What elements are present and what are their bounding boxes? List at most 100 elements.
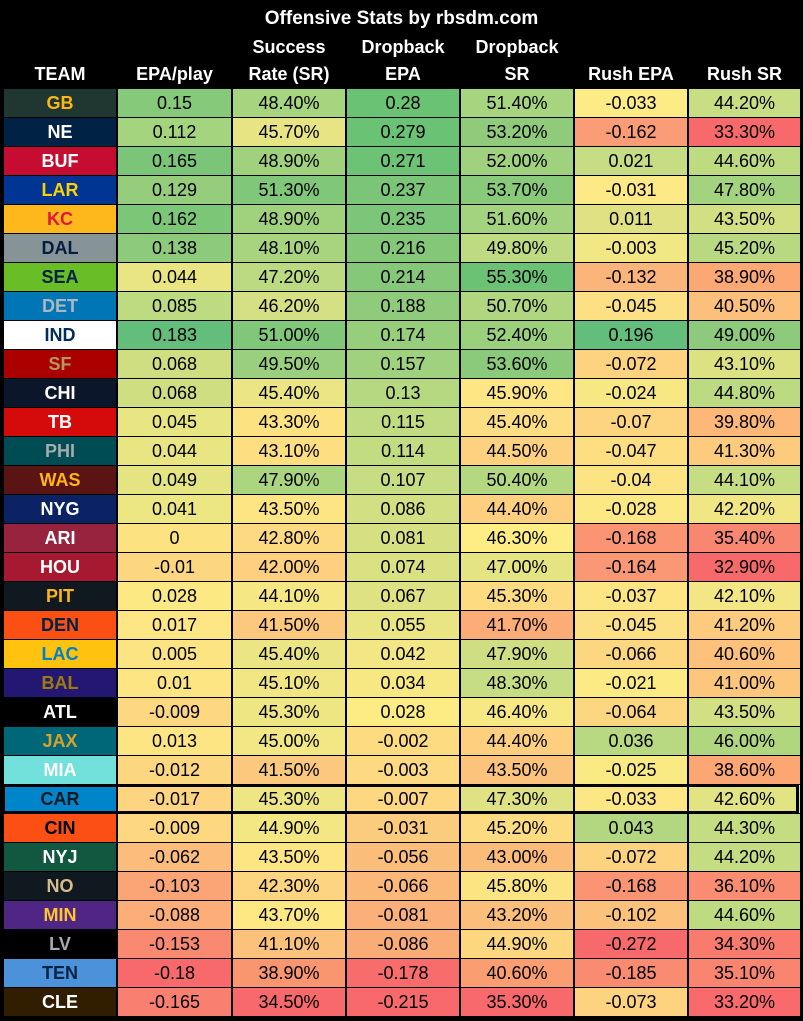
stat-cell: 39.80%	[689, 408, 800, 436]
team-cell: PHI	[4, 437, 116, 465]
stat-cell: 44.50%	[461, 437, 573, 465]
stat-cell: -0.164	[575, 553, 687, 581]
column-header-line2: TEAM	[34, 64, 86, 84]
stat-cell: 44.90%	[461, 930, 573, 958]
stat-cell: -0.086	[347, 930, 459, 958]
stat-cell: 48.90%	[233, 205, 345, 233]
stat-cell: -0.031	[347, 814, 459, 842]
stat-cell: -0.102	[575, 901, 687, 929]
team-cell: CIN	[4, 814, 116, 842]
stat-cell: 0.005	[118, 640, 231, 668]
team-cell: ATL	[4, 698, 116, 726]
column-header: EPA/play	[118, 34, 231, 88]
team-cell: NE	[4, 118, 116, 146]
stat-cell: 0.157	[347, 350, 459, 378]
stat-cell: 0.081	[347, 524, 459, 552]
column-header-line1	[4, 34, 116, 61]
table-row: DEN 0.017 41.50% 0.055 41.70% -0.045 41.20%	[0, 611, 800, 640]
stat-cell: -0.165	[118, 988, 231, 1016]
stat-cell: -0.272	[575, 930, 687, 958]
stat-cell: 0.129	[118, 176, 231, 204]
table-row: WAS 0.049 47.90% 0.107 50.40% -0.04 44.10%	[0, 466, 800, 495]
stat-cell: 42.30%	[233, 872, 345, 900]
stat-cell: 38.60%	[689, 756, 800, 784]
stat-cell: -0.021	[575, 669, 687, 697]
column-header-line1	[575, 34, 687, 61]
stat-cell: 48.90%	[233, 147, 345, 175]
stat-cell: 45.10%	[233, 669, 345, 697]
stat-cell: -0.056	[347, 843, 459, 871]
stat-cell: 55.30%	[461, 263, 573, 291]
stat-cell: 40.60%	[689, 640, 800, 668]
stat-cell: 0.036	[575, 727, 687, 755]
stat-cell: 0.043	[575, 814, 687, 842]
table-row: KC 0.162 48.90% 0.235 51.60% 0.011 43.50%	[0, 205, 800, 234]
team-cell: NO	[4, 872, 116, 900]
team-cell: SF	[4, 350, 116, 378]
stat-cell: 45.30%	[233, 785, 345, 813]
stat-cell: -0.088	[118, 901, 231, 929]
team-cell: KC	[4, 205, 116, 233]
table-row: CIN -0.009 44.90% -0.031 45.20% 0.043 44.30%	[0, 814, 800, 843]
stat-cell: 0.28	[347, 89, 459, 117]
column-header-line2: Rush SR	[706, 64, 782, 84]
stat-cell: 0.114	[347, 437, 459, 465]
stat-cell: 0.165	[118, 147, 231, 175]
stat-cell: 43.10%	[233, 437, 345, 465]
stat-cell: -0.18	[118, 959, 231, 987]
stat-cell: 47.20%	[233, 263, 345, 291]
stat-cell: 0.074	[347, 553, 459, 581]
team-cell: LAC	[4, 640, 116, 668]
stat-cell: 41.50%	[233, 611, 345, 639]
stat-cell: -0.033	[575, 89, 687, 117]
stat-cell: -0.178	[347, 959, 459, 987]
stat-cell: 51.30%	[233, 176, 345, 204]
team-cell: CHI	[4, 379, 116, 407]
stat-cell: 46.20%	[233, 292, 345, 320]
stat-cell: 44.10%	[233, 582, 345, 610]
stat-cell: 45.80%	[461, 872, 573, 900]
team-cell: NYG	[4, 495, 116, 523]
stat-cell: 45.20%	[461, 814, 573, 842]
stat-cell: 0.044	[118, 437, 231, 465]
stat-cell: 0.216	[347, 234, 459, 262]
column-header-line2: Rate (SR)	[248, 64, 330, 84]
stat-cell: 0.279	[347, 118, 459, 146]
stat-cell: -0.009	[118, 698, 231, 726]
stat-cell: 45.70%	[233, 118, 345, 146]
team-cell: CAR	[4, 785, 116, 813]
stat-cell: 44.10%	[689, 466, 800, 494]
column-header: Dropback EPA	[347, 34, 459, 88]
stat-cell: 53.70%	[461, 176, 573, 204]
stat-cell: 0.107	[347, 466, 459, 494]
stat-cell: 0.188	[347, 292, 459, 320]
team-cell: MIN	[4, 901, 116, 929]
stat-cell: -0.003	[347, 756, 459, 784]
stat-cell: -0.031	[575, 176, 687, 204]
team-cell: ARI	[4, 524, 116, 552]
table-row: DET 0.085 46.20% 0.188 50.70% -0.045 40.50%	[0, 292, 800, 321]
stat-cell: 47.90%	[233, 466, 345, 494]
stat-cell: 43.50%	[233, 843, 345, 871]
stat-cell: 0.15	[118, 89, 231, 117]
stat-cell: 0.067	[347, 582, 459, 610]
table-row: HOU -0.01 42.00% 0.074 47.00% -0.164 32.90%	[0, 553, 800, 582]
stat-cell: 42.80%	[233, 524, 345, 552]
table-row: MIN -0.088 43.70% -0.081 43.20% -0.102 44.60%	[0, 901, 800, 930]
column-header-line1	[118, 34, 231, 61]
stat-cell: 43.30%	[233, 408, 345, 436]
team-cell: TB	[4, 408, 116, 436]
stat-cell: 51.40%	[461, 89, 573, 117]
stat-cell: 43.50%	[689, 698, 800, 726]
stat-cell: 0.115	[347, 408, 459, 436]
stat-cell: 48.40%	[233, 89, 345, 117]
stat-cell: -0.007	[347, 785, 459, 813]
table-row: ATL -0.009 45.30% 0.028 46.40% -0.064 43.50%	[0, 698, 800, 727]
stat-cell: -0.047	[575, 437, 687, 465]
stat-cell: 48.30%	[461, 669, 573, 697]
stat-cell: -0.025	[575, 756, 687, 784]
stat-cell: 32.90%	[689, 553, 800, 581]
table-row: LAC 0.005 45.40% 0.042 47.90% -0.066 40.60%	[0, 640, 800, 669]
table-row: IND 0.183 51.00% 0.174 52.40% 0.196 49.00%	[0, 321, 800, 350]
table-row: JAX 0.013 45.00% -0.002 44.40% 0.036 46.00%	[0, 727, 800, 756]
